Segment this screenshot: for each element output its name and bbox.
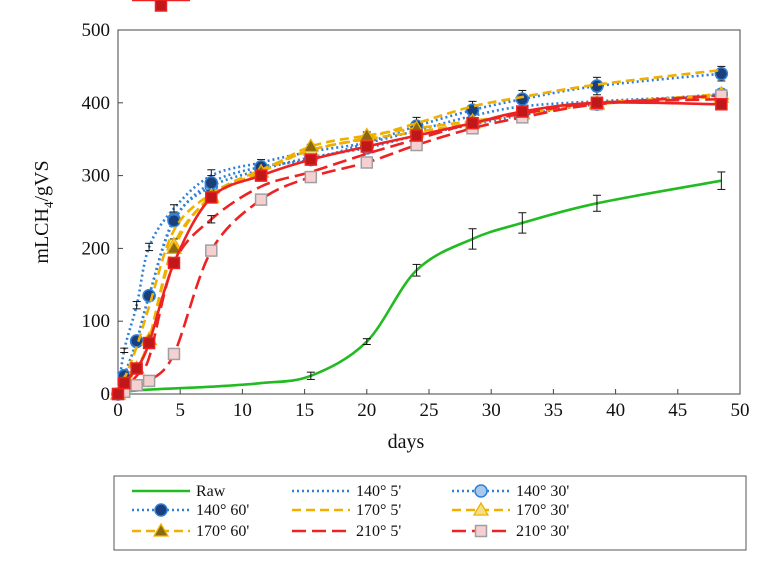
legend-swatch-marker — [474, 484, 488, 498]
series-line — [117, 179, 722, 396]
legend-swatch-marker — [152, 522, 170, 537]
data-point — [111, 387, 125, 401]
legend-box — [113, 475, 747, 551]
legend-label: 210° 60' — [196, 0, 249, 4]
x-tick-label: 30 — [482, 400, 501, 421]
data-point — [142, 374, 156, 388]
x-tick-label: 10 — [233, 400, 252, 421]
series-line — [116, 94, 722, 395]
data-point — [360, 156, 374, 169]
legend-swatch-marker — [472, 501, 490, 516]
data-point — [204, 176, 219, 190]
y-axis-title-main: mLCH — [31, 208, 53, 264]
data-point — [167, 213, 181, 228]
data-point — [167, 347, 181, 361]
data-point — [205, 244, 218, 257]
y-tick-label: 100 — [82, 311, 111, 332]
series-line — [116, 95, 722, 395]
y-axis-title: mLCH4/gVS — [31, 160, 56, 263]
legend-label: 210° 30' — [516, 523, 569, 540]
data-point — [304, 170, 318, 184]
y-tick-label: 200 — [82, 238, 111, 259]
x-axis-title: days — [388, 431, 425, 453]
legend-label: 170° 30' — [516, 502, 569, 519]
x-tick-label: 15 — [295, 400, 314, 421]
series-line — [116, 68, 722, 395]
data-point — [515, 92, 530, 106]
legend-label: 140° 30' — [516, 483, 569, 500]
y-tick-label: 300 — [82, 166, 111, 187]
x-tick-label: 20 — [357, 400, 376, 421]
y-axis-title-tail: /gVS — [31, 160, 53, 201]
data-point — [360, 140, 374, 153]
x-tick-label: 0 — [113, 400, 123, 421]
data-point — [516, 105, 529, 118]
legend-label: 140° 5' — [356, 483, 401, 500]
data-point — [590, 96, 604, 110]
data-point — [142, 336, 156, 350]
legend-swatch-marker — [154, 503, 168, 517]
x-tick-label: 50 — [731, 400, 750, 421]
x-tick-label: 25 — [420, 400, 439, 421]
legend-label: 170° 5' — [356, 502, 401, 519]
legend-label: 170° 60' — [196, 523, 249, 540]
x-tick-label: 40 — [606, 400, 625, 421]
data-point — [117, 376, 131, 390]
data-point — [165, 240, 183, 255]
y-axis-title-subscript: 4 — [41, 201, 56, 208]
x-tick-label: 45 — [668, 400, 687, 421]
data-point — [715, 98, 728, 111]
legend: Raw 140° 5' 140° 30' 140° 60' 170° 5' 170° 30… — [132, 0, 569, 540]
legend-swatch-marker — [154, 0, 168, 12]
data-point — [254, 169, 268, 182]
data-point — [410, 129, 423, 142]
legend-label: Raw — [196, 483, 226, 500]
data-point — [130, 362, 143, 375]
data-point — [167, 256, 181, 270]
y-tick-label: 500 — [82, 20, 111, 41]
data-point — [205, 191, 218, 204]
series-layer — [109, 65, 730, 401]
data-point — [466, 116, 479, 130]
x-tick-label: 35 — [544, 400, 563, 421]
series-line — [116, 72, 722, 395]
x-tick-label: 5 — [175, 400, 185, 421]
y-tick-label: 400 — [82, 93, 111, 114]
data-point — [302, 138, 319, 153]
series-line — [116, 92, 722, 395]
legend-label: 140° 60' — [196, 502, 249, 519]
plot-area — [117, 29, 741, 395]
legend-label: 210° 5' — [356, 523, 401, 540]
y-tick-label: 0 — [101, 384, 111, 405]
data-point — [254, 193, 268, 206]
data-point — [130, 379, 143, 392]
legend-swatch-marker — [474, 524, 488, 538]
data-point — [304, 153, 318, 166]
